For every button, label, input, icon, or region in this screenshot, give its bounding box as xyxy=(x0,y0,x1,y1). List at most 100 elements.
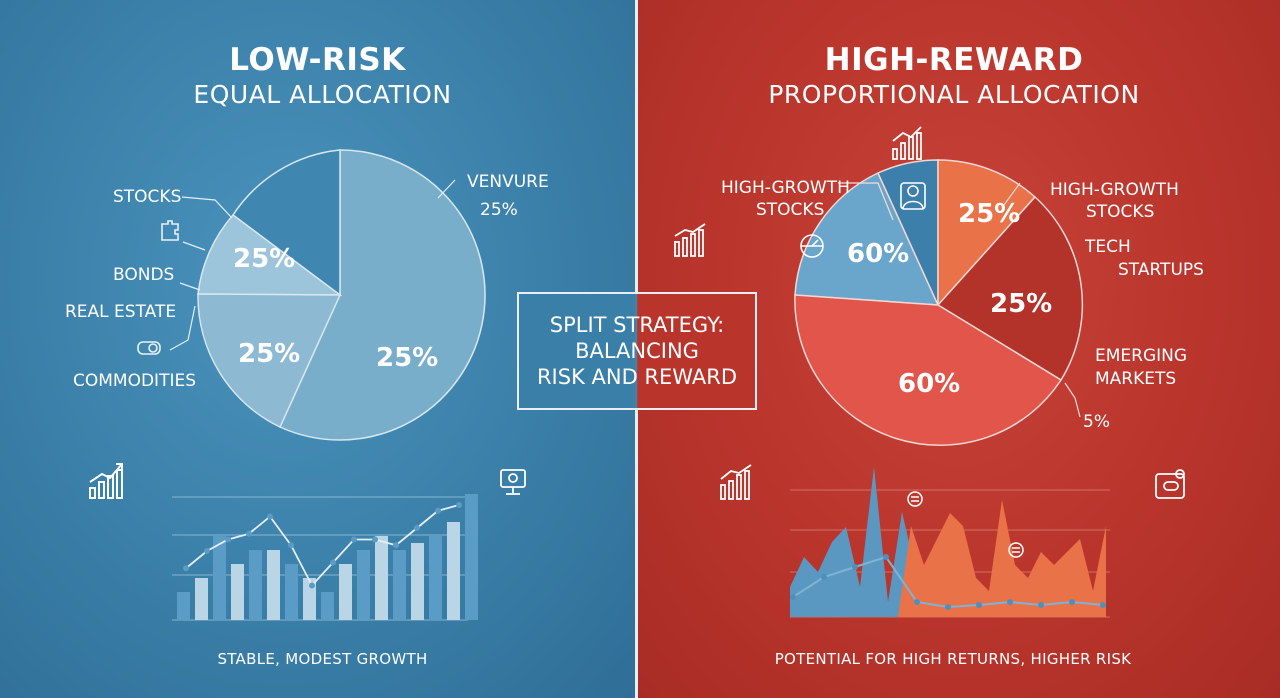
orange-area-series xyxy=(898,500,1106,617)
growth-chart-icon-top xyxy=(892,126,922,160)
pie-slice-blue xyxy=(794,171,940,306)
label-commodities: COMMODITIES xyxy=(73,371,197,391)
low-risk-title: LOW-RISK xyxy=(229,42,406,78)
bar-chart-icon xyxy=(89,463,123,499)
center-line-2: BALANCING xyxy=(575,339,699,363)
trend-dot xyxy=(1038,602,1044,608)
bar xyxy=(231,564,244,620)
bar xyxy=(285,564,298,620)
growth-chart-icon-bottom xyxy=(720,464,752,500)
label-real-estate: REAL ESTATE xyxy=(65,302,177,322)
trend-dot xyxy=(790,594,796,600)
high-reward-area-chart xyxy=(720,464,1185,618)
split-strategy-box: SPLIT STRATEGY: BALANCING RISK AND REWAR… xyxy=(517,292,757,410)
trend-line xyxy=(185,504,460,588)
trend-dot xyxy=(435,507,441,514)
trend-dot xyxy=(976,602,982,608)
trend-dot xyxy=(914,599,920,605)
trend-dot xyxy=(225,536,231,543)
label-venvure-pct: 25% xyxy=(480,200,518,220)
leader-bonds xyxy=(182,241,206,251)
label-tech: TECH xyxy=(1085,237,1131,257)
trend-dot xyxy=(288,542,294,549)
leader-venvure xyxy=(437,179,456,199)
high-reward-subtitle: PROPORTIONAL ALLOCATION xyxy=(768,80,1140,109)
label-hg-left-1: HIGH-GROWTH xyxy=(721,178,850,198)
trend-dots xyxy=(790,554,1106,610)
trend-dot xyxy=(246,530,252,537)
trend-dot xyxy=(456,502,462,508)
bar xyxy=(249,550,262,620)
bar xyxy=(447,522,460,620)
compass-icon xyxy=(800,234,824,258)
pie-slice-stocks xyxy=(197,213,343,296)
trend-dot xyxy=(883,554,889,560)
trend-dot xyxy=(945,604,951,610)
high-reward-panel: HIGH-REWARD PROPORTIONAL ALLOCATION 60% … xyxy=(638,0,1280,698)
bar xyxy=(357,550,370,620)
bar xyxy=(339,564,352,620)
high-reward-title: HIGH-REWARD xyxy=(824,42,1084,78)
coin-icon-2 xyxy=(1008,542,1024,558)
high-reward-pie-chart: 60% 25% 25% 60% xyxy=(674,126,1084,446)
high-reward-caption: POTENTIAL FOR HIGH RETURNS, HIGHER RISK xyxy=(774,650,1132,668)
pie-slice-darkred xyxy=(936,195,1084,382)
coin-icon-1 xyxy=(907,491,923,507)
label-startups: STARTUPS xyxy=(1118,260,1204,280)
center-line-3: RISK AND REWARD xyxy=(536,365,738,389)
bar xyxy=(465,494,478,620)
pie-slice-large xyxy=(279,149,486,441)
leader-hg-right xyxy=(1003,182,1021,206)
pie-slice-coral xyxy=(794,294,1063,446)
low-risk-caption: STABLE, MODEST GROWTH xyxy=(217,650,428,668)
label-hg-right-1: HIGH-GROWTH xyxy=(1050,180,1179,200)
leader-commodities xyxy=(169,305,196,351)
bar xyxy=(429,536,442,620)
slice-label-darkred: 25% xyxy=(990,289,1052,319)
person-icon xyxy=(900,182,926,210)
growth-chart-icon-side xyxy=(674,223,706,257)
puzzle-icon xyxy=(161,220,179,241)
slice-label-blue: 60% xyxy=(847,239,909,269)
pie-slice-commodities xyxy=(197,293,342,429)
label-5pct: 5% xyxy=(1083,412,1110,432)
trend-dot xyxy=(372,536,378,543)
trend-dot xyxy=(821,574,827,580)
slice-label-orange: 25% xyxy=(958,199,1020,229)
label-markets: MARKETS xyxy=(1095,369,1177,389)
bar xyxy=(321,592,334,620)
leader-5pct xyxy=(1064,382,1081,418)
trend-dot xyxy=(204,548,210,554)
label-hg-right-2: STOCKS xyxy=(1086,202,1155,222)
trend-dot xyxy=(393,542,399,549)
trend-dot xyxy=(309,582,315,589)
bar xyxy=(393,550,406,620)
slice-label-large: 25% xyxy=(376,343,438,373)
low-risk-bar-chart xyxy=(89,463,526,621)
monitor-icon xyxy=(500,469,526,495)
bar xyxy=(177,592,190,620)
bar xyxy=(303,578,316,620)
low-risk-subtitle: EQUAL ALLOCATION xyxy=(193,80,452,109)
trend-dot xyxy=(1069,599,1075,605)
bar xyxy=(411,543,424,620)
bar xyxy=(375,536,388,620)
handshake-icon xyxy=(137,341,161,355)
bars xyxy=(177,494,478,620)
bar xyxy=(195,578,208,620)
bar xyxy=(213,536,226,620)
label-venvure: VENVURE xyxy=(467,172,549,192)
trend-dot xyxy=(183,565,189,572)
low-risk-pie-chart: 25% 25% 25% xyxy=(137,149,486,441)
trend-dot xyxy=(330,559,336,566)
trend-dot xyxy=(852,564,858,570)
trend-dots xyxy=(183,502,462,589)
leader-real-estate xyxy=(179,282,201,291)
trend-dot xyxy=(351,536,357,543)
label-bonds: BONDS xyxy=(113,265,175,285)
label-emerging: EMERGING xyxy=(1095,346,1188,366)
trend-dot xyxy=(414,525,420,531)
trend-dot xyxy=(267,513,273,520)
label-hg-left-2: STOCKS xyxy=(756,200,825,220)
label-stocks: STOCKS xyxy=(113,187,182,207)
